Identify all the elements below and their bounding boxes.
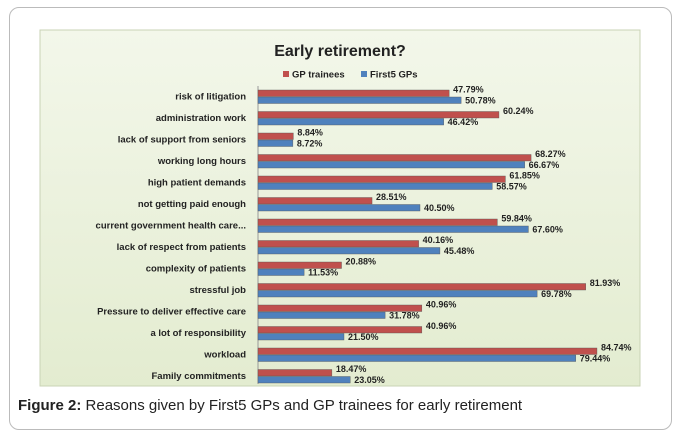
value-label: 45.48%	[444, 246, 475, 256]
bar	[257, 290, 538, 298]
value-label: 18.47%	[336, 364, 367, 374]
value-label: 69.78%	[541, 289, 572, 299]
bar	[257, 326, 423, 334]
legend-label: First5 GPs	[370, 70, 418, 81]
category-label: workload	[203, 350, 246, 361]
category-label: risk of litigation	[175, 92, 246, 103]
legend-swatch	[283, 71, 289, 77]
bar	[257, 139, 294, 147]
value-label: 47.79%	[453, 84, 484, 94]
bar	[257, 347, 598, 355]
bar	[257, 111, 500, 119]
value-label: 11.53%	[308, 267, 338, 277]
value-label: 40.16%	[423, 235, 454, 245]
value-label: 40.96%	[426, 299, 457, 309]
bar	[257, 204, 421, 212]
category-label: complexity of patients	[146, 264, 246, 275]
value-label: 60.24%	[503, 106, 534, 116]
bar	[257, 333, 345, 341]
value-label: 59.84%	[501, 213, 532, 223]
bar	[257, 175, 506, 183]
bar	[257, 247, 441, 255]
category-label: lack of support from seniors	[118, 135, 246, 146]
bar	[257, 89, 450, 97]
category-label: Family commitments	[152, 371, 247, 382]
bar	[257, 154, 532, 162]
caption: Figure 2: Reasons given by First5 GPs an…	[18, 397, 522, 414]
caption-text: Reasons given by First5 GPs and GP train…	[85, 397, 523, 414]
category-label: Pressure to deliver effective care	[97, 307, 246, 318]
bar	[257, 225, 529, 233]
bar	[257, 96, 462, 104]
value-label: 8.72%	[297, 138, 323, 148]
value-label: 61.85%	[509, 170, 540, 180]
value-label: 40.96%	[426, 321, 457, 331]
bar	[257, 261, 342, 269]
legend-label: GP trainees	[292, 70, 345, 81]
bar	[257, 118, 444, 126]
category-label: administration work	[156, 113, 247, 124]
value-label: 67.60%	[532, 224, 563, 234]
bar	[257, 376, 351, 384]
value-label: 20.88%	[346, 256, 377, 266]
value-label: 31.78%	[389, 310, 420, 320]
bar	[257, 218, 498, 226]
caption-label: Figure 2:	[18, 397, 82, 414]
category-label: not getting paid enough	[138, 199, 246, 210]
bar	[257, 304, 423, 312]
value-label: 23.05%	[354, 375, 385, 385]
value-label: 66.67%	[529, 160, 560, 170]
bar	[257, 132, 294, 140]
category-label: stressful job	[190, 285, 247, 296]
figure-frame	[9, 7, 672, 430]
legend-swatch	[361, 71, 367, 77]
bar	[257, 161, 525, 169]
value-label: 40.50%	[424, 203, 455, 213]
value-label: 58.57%	[496, 181, 527, 191]
bar	[257, 182, 493, 190]
value-label: 46.42%	[448, 117, 479, 127]
value-label: 81.93%	[590, 278, 621, 288]
value-label: 84.74%	[601, 342, 632, 352]
value-label: 28.51%	[376, 192, 407, 202]
bar	[257, 268, 305, 276]
bar	[257, 311, 386, 319]
bar	[257, 197, 373, 205]
chart-title: Early retirement?	[274, 43, 406, 60]
value-label: 79.44%	[580, 353, 611, 363]
category-label: working long hours	[157, 156, 246, 167]
value-label: 21.50%	[348, 332, 379, 342]
category-label: high patient demands	[148, 178, 246, 189]
category-label: a lot of responsibility	[150, 328, 246, 339]
bar	[257, 283, 586, 291]
value-label: 50.78%	[465, 95, 496, 105]
bar	[257, 240, 419, 248]
category-label: lack of respect from patients	[117, 242, 246, 253]
bar	[257, 354, 576, 362]
category-label: current government health care...	[96, 221, 246, 232]
value-label: 8.84%	[297, 127, 323, 137]
value-label: 68.27%	[535, 149, 566, 159]
bar	[257, 369, 333, 377]
